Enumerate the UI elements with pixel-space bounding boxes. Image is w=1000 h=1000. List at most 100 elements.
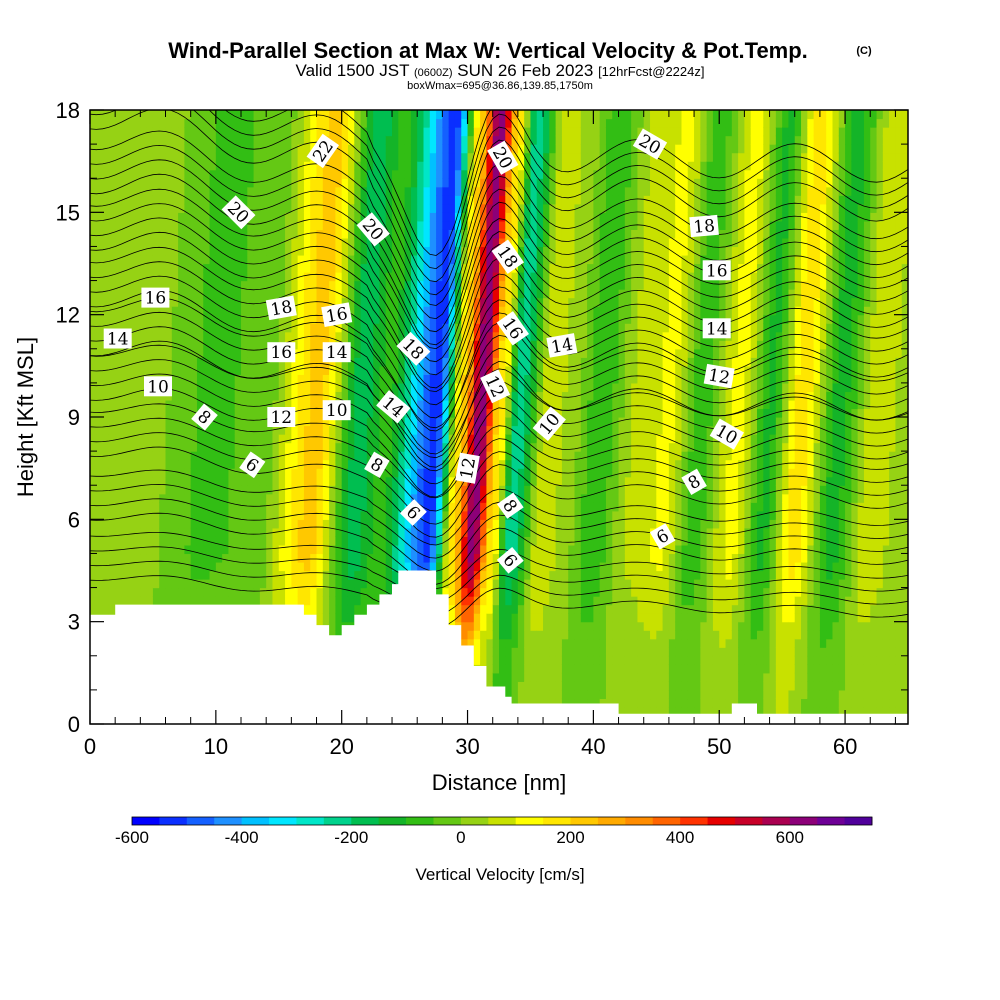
velocity-cell — [171, 374, 179, 384]
velocity-cell — [272, 502, 280, 512]
velocity-cell — [209, 485, 217, 495]
velocity-cell — [524, 647, 532, 657]
velocity-cell — [115, 289, 123, 299]
velocity-cell — [486, 178, 494, 188]
velocity-cell — [480, 331, 488, 341]
velocity-cell — [385, 468, 393, 478]
velocity-cell — [505, 519, 513, 529]
velocity-cell — [505, 289, 513, 299]
velocity-cell — [442, 314, 450, 324]
velocity-cell — [90, 297, 97, 307]
velocity-cell — [429, 544, 437, 555]
velocity-cell — [480, 399, 488, 410]
velocity-cell — [278, 459, 286, 469]
velocity-cell — [96, 135, 104, 145]
velocity-cell — [517, 399, 525, 410]
velocity-cell — [146, 340, 154, 350]
velocity-cell — [423, 263, 431, 273]
velocity-cell — [329, 613, 336, 623]
velocity-cell — [184, 246, 192, 256]
velocity-cell — [492, 135, 500, 145]
velocity-cell — [152, 459, 160, 469]
forecast-info: [12hrFcst@2224z] — [598, 64, 704, 79]
velocity-cell — [297, 306, 305, 316]
velocity-cell — [417, 212, 425, 222]
velocity-cell — [392, 561, 399, 572]
velocity-cell — [329, 365, 336, 375]
velocity-cell — [398, 553, 406, 563]
velocity-cell — [140, 527, 148, 537]
velocity-cell — [480, 544, 488, 555]
velocity-cell — [511, 476, 519, 486]
velocity-cell — [266, 442, 274, 452]
velocity-cell — [442, 331, 450, 341]
velocity-cell — [297, 203, 305, 213]
velocity-cell — [461, 152, 469, 162]
velocity-cell — [215, 203, 223, 213]
velocity-cell — [196, 314, 204, 324]
velocity-cell — [297, 596, 305, 606]
velocity-cell — [266, 272, 274, 282]
velocity-cell — [329, 476, 336, 486]
velocity-cell — [360, 246, 368, 256]
velocity-cell — [146, 553, 154, 563]
velocity-cell — [461, 118, 469, 128]
velocity-cell — [259, 485, 267, 495]
velocity-cell — [127, 297, 135, 307]
velocity-cell — [253, 417, 261, 427]
velocity-cell — [241, 229, 248, 239]
velocity-cell — [392, 434, 399, 444]
velocity-cell — [165, 451, 173, 461]
velocity-cell — [499, 596, 506, 606]
velocity-cell — [178, 502, 185, 512]
velocity-cell — [297, 502, 305, 512]
velocity-cell — [517, 135, 525, 145]
velocity-cell — [373, 110, 381, 120]
velocity-cell — [108, 144, 116, 154]
velocity-cell — [366, 417, 374, 427]
velocity-cell — [222, 323, 230, 333]
velocity-cell — [253, 306, 261, 316]
velocity-cell — [429, 493, 437, 503]
velocity-cell — [360, 604, 368, 614]
velocity-cell — [385, 519, 393, 529]
velocity-cell — [417, 476, 425, 486]
velocity-cell — [165, 442, 173, 452]
velocity-cell — [121, 399, 129, 410]
velocity-cell — [171, 519, 179, 529]
velocity-cell — [347, 442, 355, 452]
velocity-cell — [417, 263, 425, 273]
velocity-cell — [461, 544, 469, 555]
velocity-cell — [448, 536, 456, 546]
velocity-cell — [410, 152, 418, 162]
velocity-cell — [373, 178, 381, 188]
velocity-cell — [379, 382, 387, 393]
velocity-cell — [285, 434, 292, 444]
velocity-cell — [178, 212, 185, 222]
velocity-cell — [209, 118, 217, 128]
velocity-cell — [247, 476, 255, 486]
velocity-cell — [190, 434, 198, 444]
velocity-cell — [146, 468, 154, 478]
velocity-cell — [417, 399, 425, 410]
velocity-cell — [247, 553, 255, 563]
velocity-cell — [341, 246, 349, 256]
velocity-cell — [429, 289, 437, 299]
velocity-cell — [159, 212, 167, 222]
velocity-cell — [366, 331, 374, 341]
velocity-cell — [253, 596, 261, 606]
velocity-cell — [146, 476, 154, 486]
velocity-cell — [102, 502, 110, 512]
velocity-cell — [215, 254, 223, 265]
velocity-cell — [499, 570, 506, 580]
velocity-cell — [322, 382, 330, 393]
velocity-cell — [253, 502, 261, 512]
velocity-cell — [511, 510, 519, 520]
velocity-cell — [360, 579, 368, 589]
velocity-cell — [209, 425, 217, 435]
velocity-cell — [96, 570, 104, 580]
velocity-cell — [115, 246, 123, 256]
velocity-cell — [335, 425, 343, 435]
velocity-cell — [347, 263, 355, 273]
velocity-cell — [96, 220, 104, 230]
